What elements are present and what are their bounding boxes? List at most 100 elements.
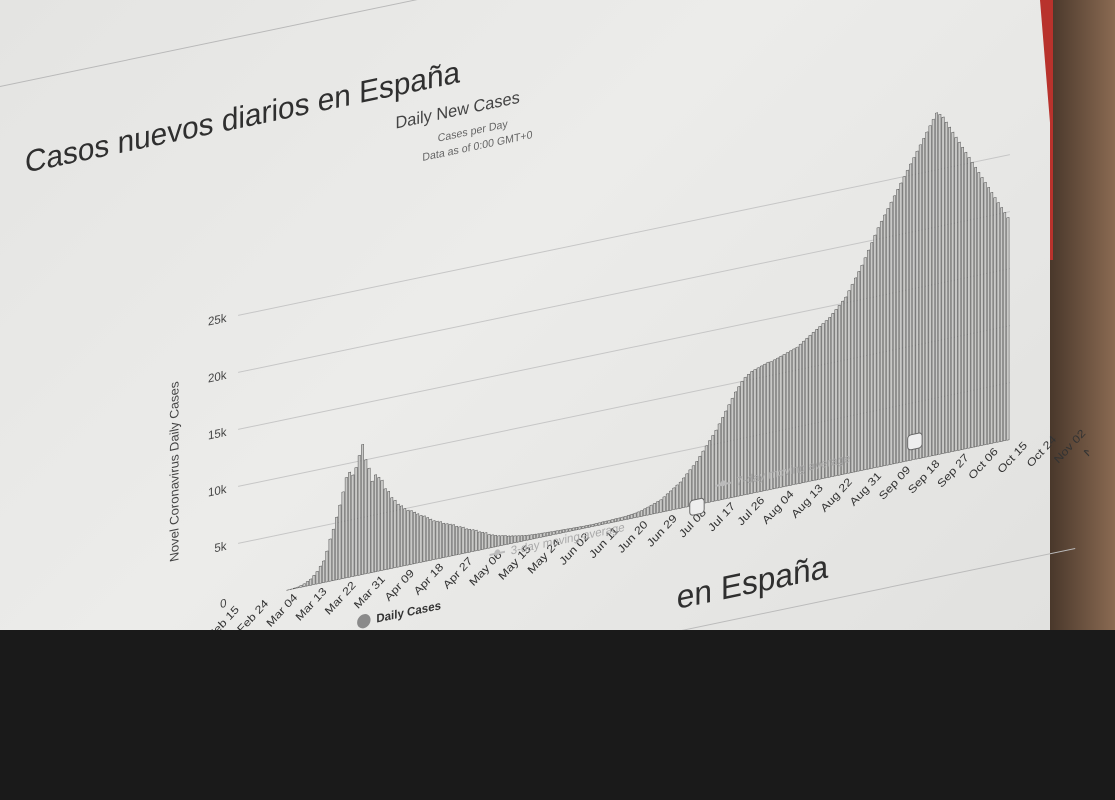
daily-cases-bar[interactable] bbox=[318, 565, 322, 584]
daily-cases-bar[interactable] bbox=[999, 207, 1003, 442]
daily-cases-bar[interactable] bbox=[766, 361, 770, 491]
daily-cases-bar[interactable] bbox=[526, 534, 530, 541]
daily-cases-bar[interactable] bbox=[481, 531, 484, 551]
daily-cases-bar[interactable] bbox=[909, 163, 913, 461]
daily-cases-bar[interactable] bbox=[866, 249, 870, 470]
daily-cases-bar[interactable] bbox=[280, 591, 282, 592]
daily-cases-bar[interactable] bbox=[948, 126, 951, 453]
daily-cases-bar[interactable] bbox=[254, 597, 256, 598]
daily-cases-bar[interactable] bbox=[889, 201, 893, 465]
daily-cases-bar[interactable] bbox=[422, 515, 426, 563]
daily-cases-bar[interactable] bbox=[837, 304, 841, 476]
daily-cases-bar[interactable] bbox=[659, 499, 663, 513]
daily-cases-bar[interactable] bbox=[944, 121, 948, 454]
daily-cases-bar[interactable] bbox=[429, 518, 433, 561]
daily-cases-bar[interactable] bbox=[967, 156, 971, 449]
daily-cases-bar[interactable] bbox=[782, 353, 786, 488]
daily-cases-bar[interactable] bbox=[772, 359, 776, 490]
daily-cases-bar[interactable] bbox=[315, 570, 319, 585]
daily-cases-bar[interactable] bbox=[734, 391, 737, 498]
daily-cases-bar[interactable] bbox=[419, 515, 423, 563]
daily-cases-bar[interactable] bbox=[283, 590, 285, 591]
daily-cases-bar[interactable] bbox=[322, 560, 326, 584]
daily-cases-bar[interactable] bbox=[292, 587, 296, 590]
daily-cases-bar[interactable] bbox=[776, 357, 780, 489]
daily-cases-bar[interactable] bbox=[565, 528, 569, 533]
daily-cases-bar[interactable] bbox=[380, 479, 384, 571]
daily-cases-bar[interactable] bbox=[808, 334, 812, 482]
daily-cases-bar[interactable] bbox=[432, 520, 436, 561]
daily-cases-bar[interactable] bbox=[727, 404, 731, 499]
daily-cases-bar[interactable] bbox=[562, 529, 566, 534]
daily-cases-bar[interactable] bbox=[325, 550, 329, 583]
daily-cases-bar[interactable] bbox=[442, 522, 446, 559]
daily-cases-bar[interactable] bbox=[507, 535, 510, 545]
daily-cases-bar[interactable] bbox=[584, 525, 588, 529]
daily-cases-bar[interactable] bbox=[571, 527, 575, 532]
daily-cases-bar[interactable] bbox=[351, 474, 355, 578]
daily-cases-bar[interactable] bbox=[487, 533, 491, 549]
daily-cases-bar[interactable] bbox=[623, 515, 627, 521]
daily-cases-bar[interactable] bbox=[581, 525, 585, 530]
daily-cases-bar[interactable] bbox=[425, 517, 429, 562]
daily-cases-bar[interactable] bbox=[575, 526, 579, 531]
daily-cases-bar[interactable] bbox=[974, 166, 977, 448]
daily-cases-bar[interactable] bbox=[779, 355, 783, 488]
daily-cases-bar[interactable] bbox=[532, 533, 536, 540]
daily-cases-bar[interactable] bbox=[412, 511, 416, 565]
daily-cases-bar[interactable] bbox=[614, 518, 617, 523]
daily-cases-bar[interactable] bbox=[931, 118, 935, 457]
daily-cases-bar[interactable] bbox=[312, 574, 316, 586]
daily-cases-bar[interactable] bbox=[367, 467, 371, 574]
daily-cases-bar[interactable] bbox=[383, 488, 387, 571]
daily-cases-bar[interactable] bbox=[708, 440, 711, 503]
daily-cases-bar[interactable] bbox=[370, 480, 374, 573]
daily-cases-bar[interactable] bbox=[646, 506, 650, 516]
daily-cases-bar[interactable] bbox=[896, 188, 900, 464]
daily-cases-bar[interactable] bbox=[474, 529, 478, 552]
daily-cases-bar[interactable] bbox=[746, 373, 750, 495]
daily-cases-bar[interactable] bbox=[850, 283, 854, 474]
daily-cases-bar[interactable] bbox=[516, 535, 520, 543]
daily-cases-bar[interactable] bbox=[393, 499, 397, 569]
daily-cases-bar[interactable] bbox=[857, 271, 861, 472]
daily-cases-bar[interactable] bbox=[854, 277, 857, 473]
daily-cases-bar[interactable] bbox=[331, 528, 335, 582]
daily-cases-bar[interactable] bbox=[396, 503, 400, 568]
daily-cases-bar[interactable] bbox=[730, 397, 734, 499]
daily-cases-bar[interactable] bbox=[591, 523, 595, 528]
daily-cases-bar[interactable] bbox=[500, 535, 504, 546]
daily-cases-bar[interactable] bbox=[886, 207, 890, 466]
daily-cases-bar[interactable] bbox=[899, 182, 903, 463]
daily-cases-bar[interactable] bbox=[844, 296, 848, 475]
daily-cases-bar[interactable] bbox=[798, 343, 802, 484]
daily-cases-bar[interactable] bbox=[594, 522, 598, 527]
daily-cases-bar[interactable] bbox=[831, 312, 835, 478]
daily-cases-bar[interactable] bbox=[588, 524, 591, 528]
daily-cases-bar[interactable] bbox=[983, 181, 987, 446]
daily-cases-bar[interactable] bbox=[513, 535, 517, 544]
daily-cases-bar[interactable] bbox=[617, 517, 621, 522]
daily-cases-bar[interactable] bbox=[348, 471, 352, 578]
daily-cases-bar[interactable] bbox=[824, 319, 828, 479]
daily-cases-bar[interactable] bbox=[364, 459, 368, 575]
daily-cases-bar[interactable] bbox=[941, 116, 945, 455]
daily-cases-bar[interactable] bbox=[545, 531, 549, 537]
daily-cases-bar[interactable] bbox=[302, 583, 306, 588]
daily-cases-bar[interactable] bbox=[271, 593, 273, 594]
daily-cases-bar[interactable] bbox=[740, 380, 744, 496]
daily-cases-bar[interactable] bbox=[743, 376, 747, 496]
daily-cases-bar[interactable] bbox=[701, 450, 705, 505]
daily-cases-bar[interactable] bbox=[1006, 217, 1010, 441]
daily-cases-bar[interactable] bbox=[675, 484, 679, 510]
daily-cases-bar[interactable] bbox=[361, 443, 364, 576]
daily-cases-bar[interactable] bbox=[357, 454, 361, 576]
daily-cases-bar[interactable] bbox=[630, 513, 634, 519]
daily-cases-bar[interactable] bbox=[649, 504, 653, 515]
daily-cases-bar[interactable] bbox=[860, 264, 864, 471]
daily-cases-bar[interactable] bbox=[905, 169, 909, 462]
daily-cases-bar[interactable] bbox=[792, 348, 796, 486]
daily-cases-bar[interactable] bbox=[529, 534, 533, 540]
daily-cases-bar[interactable] bbox=[503, 535, 507, 546]
daily-cases-bar[interactable] bbox=[711, 434, 715, 503]
